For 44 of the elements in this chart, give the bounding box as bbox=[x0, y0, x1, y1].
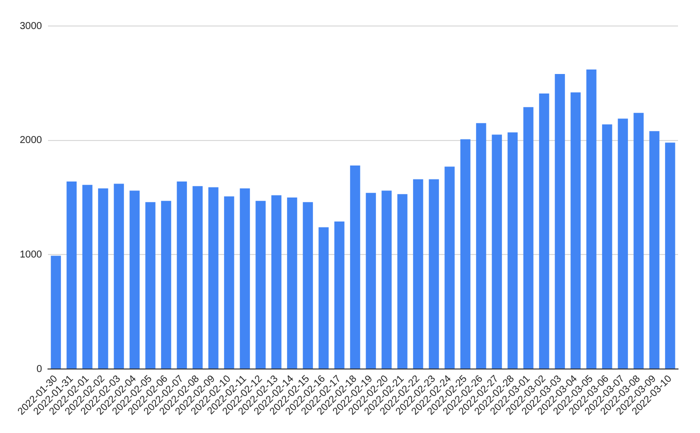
bar bbox=[287, 198, 298, 368]
bar bbox=[618, 118, 628, 368]
bar bbox=[523, 107, 534, 368]
bar bbox=[570, 92, 581, 368]
bar bbox=[271, 195, 282, 368]
bar bbox=[508, 132, 518, 368]
bar bbox=[130, 190, 140, 368]
bar bbox=[634, 112, 644, 368]
bar bbox=[602, 124, 612, 368]
bar bbox=[50, 256, 61, 368]
bar bbox=[460, 139, 470, 368]
bar bbox=[413, 179, 424, 368]
bar bbox=[256, 200, 266, 368]
y-tick-label: 3000 bbox=[20, 20, 42, 32]
bar bbox=[382, 190, 392, 368]
bar bbox=[318, 227, 329, 368]
bar bbox=[665, 142, 676, 368]
bar bbox=[366, 192, 376, 368]
bar bbox=[397, 194, 408, 368]
bar bbox=[302, 202, 313, 368]
bar bbox=[444, 166, 455, 368]
bar bbox=[350, 165, 360, 368]
bar bbox=[224, 196, 234, 368]
bar bbox=[428, 179, 439, 368]
bar bbox=[492, 134, 502, 368]
bar bbox=[554, 74, 565, 368]
y-tick-label: 0 bbox=[36, 364, 42, 375]
y-tick-label: 1000 bbox=[20, 249, 42, 260]
bar bbox=[82, 184, 92, 368]
bar bbox=[649, 131, 660, 368]
bar bbox=[539, 93, 550, 368]
bar bbox=[66, 181, 77, 368]
bar bbox=[334, 222, 344, 368]
bar bbox=[176, 181, 187, 368]
bar bbox=[145, 202, 156, 368]
bar bbox=[476, 123, 486, 368]
bar bbox=[161, 200, 172, 368]
bar bbox=[192, 186, 203, 368]
y-tick-label: 2000 bbox=[20, 135, 42, 146]
bar bbox=[208, 187, 218, 368]
bar bbox=[586, 69, 596, 368]
bar bbox=[240, 188, 250, 368]
bar bbox=[114, 184, 124, 368]
bar bbox=[98, 188, 108, 368]
